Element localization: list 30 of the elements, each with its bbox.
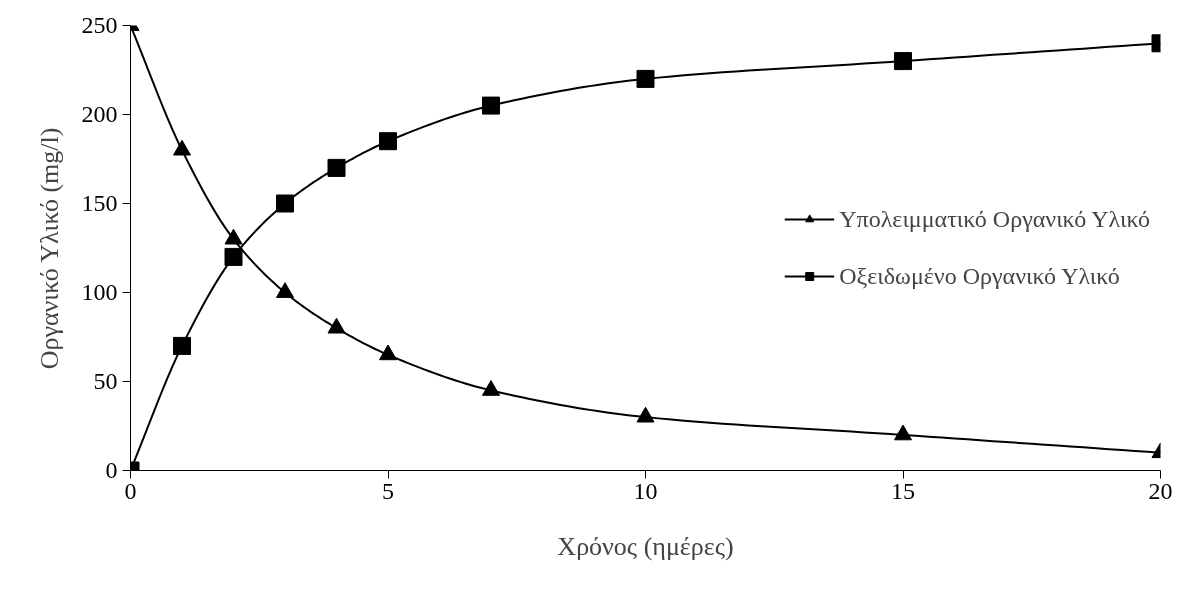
legend-label: Υπολειμματικό Οργανικό Υλικό xyxy=(839,205,1150,233)
point xyxy=(894,424,912,441)
point xyxy=(224,247,243,266)
point xyxy=(276,194,294,213)
x-tick-label: 5 xyxy=(382,477,394,504)
x-tick-label: 0 xyxy=(124,477,137,504)
y-tick-label: 100 xyxy=(81,279,118,305)
point xyxy=(327,317,346,334)
x-tick-label: 20 xyxy=(1148,477,1173,504)
point xyxy=(379,344,397,361)
x-tick-label: 15 xyxy=(891,477,915,504)
x-axis-title: Χρόνος (ημέρες) xyxy=(557,531,734,561)
point xyxy=(173,336,191,355)
point xyxy=(482,96,500,115)
y-tick-label: 0 xyxy=(105,457,118,483)
x-tick-label: 10 xyxy=(633,477,658,504)
point xyxy=(224,228,243,245)
y-tick-label: 50 xyxy=(93,368,118,394)
point xyxy=(636,406,655,423)
y-tick-label: 150 xyxy=(81,190,118,216)
point xyxy=(894,52,912,71)
point xyxy=(276,282,294,298)
legend-label: Οξειδωμένο Οργανικό Υλικό xyxy=(839,262,1120,290)
point xyxy=(379,132,397,151)
point xyxy=(636,69,655,88)
y-tick-label: 250 xyxy=(81,12,118,38)
y-tick-label: 200 xyxy=(81,101,118,127)
point xyxy=(482,380,500,396)
point xyxy=(327,158,346,177)
y-axis-title: Οργανικό Υλικό (mg/l) xyxy=(34,127,64,370)
